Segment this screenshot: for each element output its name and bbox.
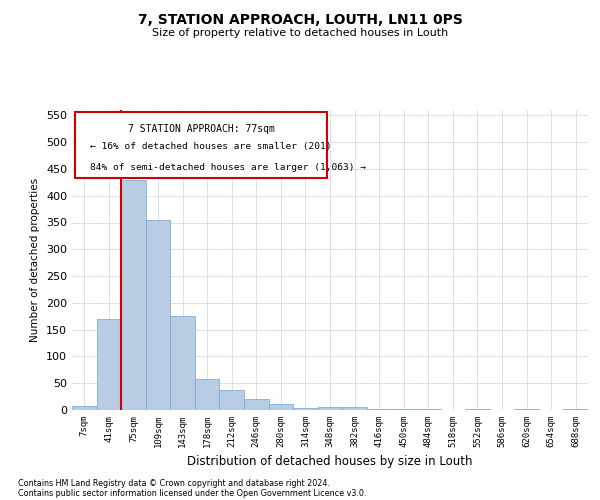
Bar [146,220,170,410]
Text: 7, STATION APPROACH, LOUTH, LN11 0PS: 7, STATION APPROACH, LOUTH, LN11 0PS [137,12,463,26]
Bar [318,408,342,410]
Bar [97,319,121,410]
Text: Contains public sector information licensed under the Open Government Licence v3: Contains public sector information licen… [18,488,367,498]
Bar [72,406,97,410]
Text: 84% of semi-detached houses are larger (1,063) →: 84% of semi-detached houses are larger (… [90,162,366,172]
Bar [244,400,269,410]
Text: 7 STATION APPROACH: 77sqm: 7 STATION APPROACH: 77sqm [128,124,274,134]
Bar [220,390,244,410]
Text: Size of property relative to detached houses in Louth: Size of property relative to detached ho… [152,28,448,38]
Text: ← 16% of detached houses are smaller (201): ← 16% of detached houses are smaller (20… [90,142,332,150]
Bar [269,404,293,410]
Bar [170,316,195,410]
Bar [195,380,220,410]
Bar [465,409,490,410]
Bar [342,408,367,410]
Y-axis label: Number of detached properties: Number of detached properties [31,178,40,342]
Bar [121,180,146,410]
Bar [563,409,588,410]
Text: Contains HM Land Registry data © Crown copyright and database right 2024.: Contains HM Land Registry data © Crown c… [18,478,330,488]
X-axis label: Distribution of detached houses by size in Louth: Distribution of detached houses by size … [187,456,473,468]
FancyBboxPatch shape [74,112,328,178]
Bar [293,408,318,410]
